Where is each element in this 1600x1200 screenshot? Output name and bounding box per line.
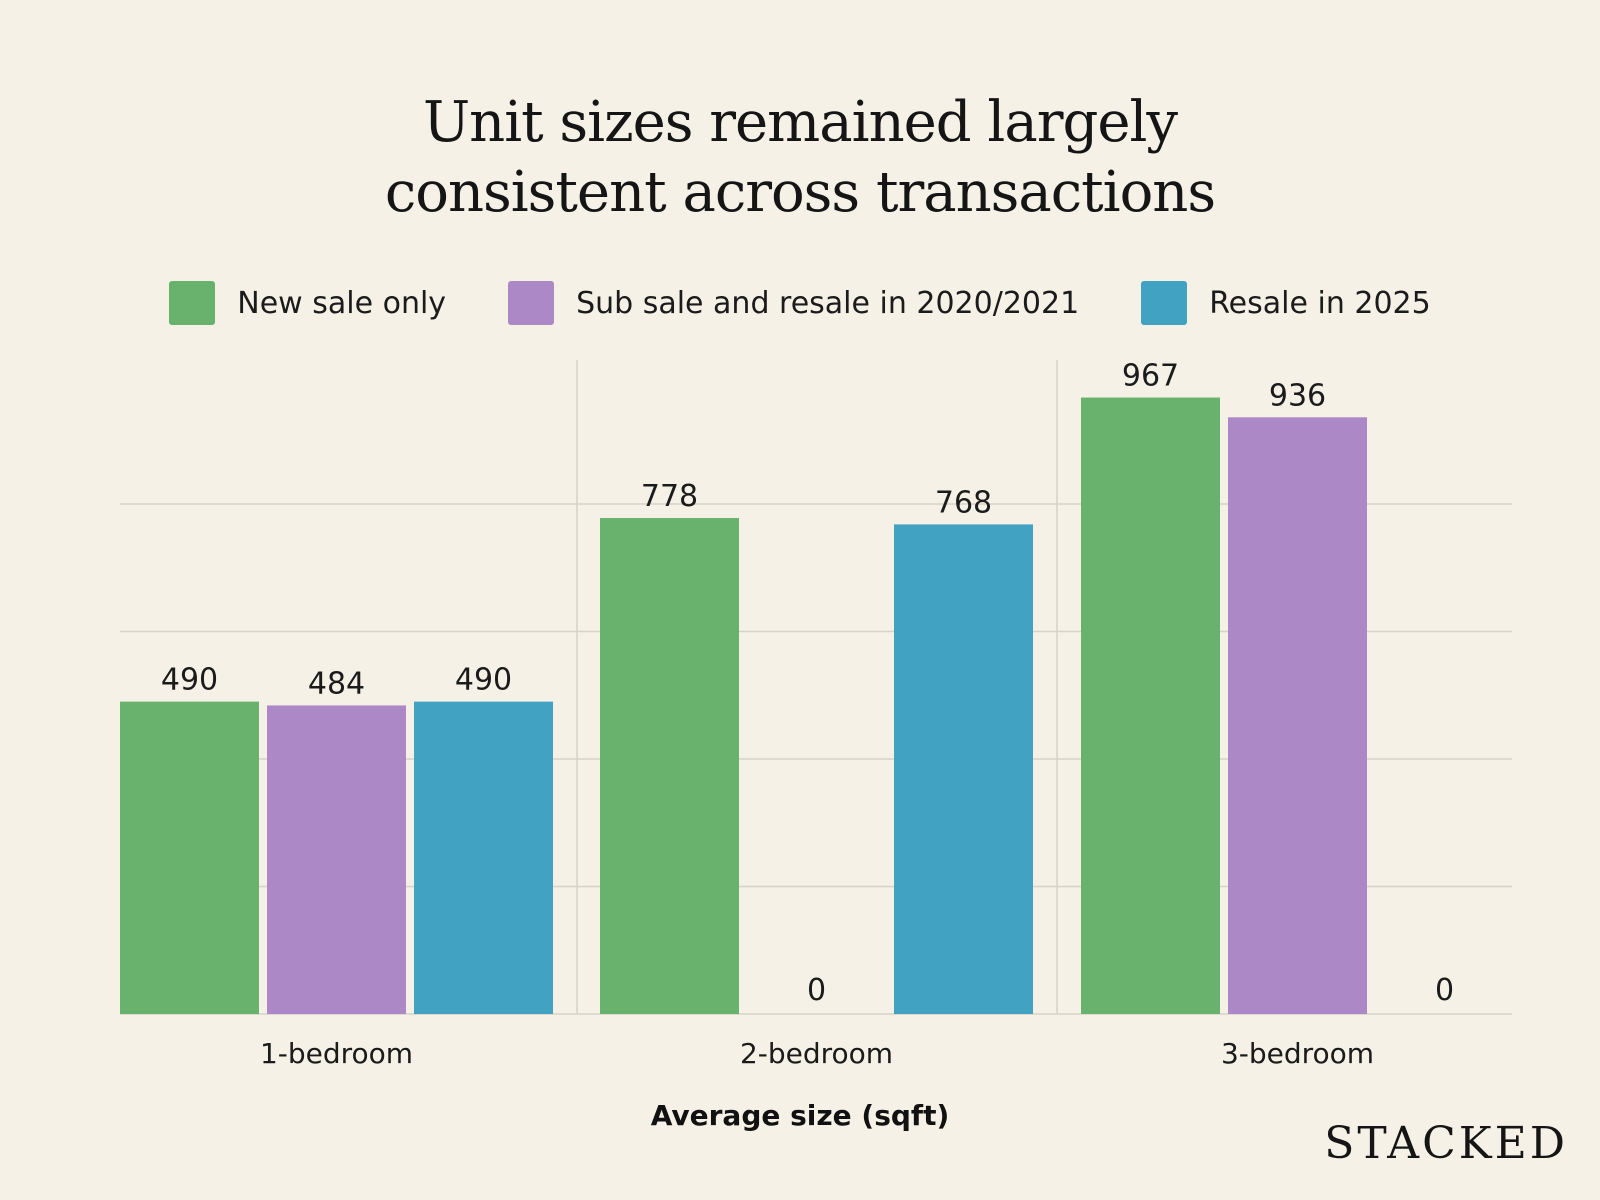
bar-value-label: 484 xyxy=(308,666,365,701)
legend-label-new-sale: New sale only xyxy=(237,285,447,321)
bar-value-label: 490 xyxy=(455,663,512,698)
x-tick-label: 2-bedroom xyxy=(740,1037,893,1070)
bar xyxy=(414,701,553,1014)
bar xyxy=(120,701,259,1014)
x-tick-label: 1-bedroom xyxy=(260,1037,413,1070)
legend-swatch-sub-sale xyxy=(508,281,555,325)
bar-value-label: 768 xyxy=(935,485,992,520)
legend-label-sub-sale: Sub sale and resale in 2020/2021 xyxy=(576,285,1080,321)
chart-title-line-1: Unit sizes remained largely xyxy=(422,90,1178,155)
legend-label-resale-2025: Resale in 2025 xyxy=(1209,285,1431,321)
legend-swatch-resale-2025 xyxy=(1141,281,1188,325)
legend-item-new-sale: New sale only xyxy=(169,281,446,325)
x-axis-title: Average size (sqft) xyxy=(651,1099,950,1132)
bar-value-label: 936 xyxy=(1269,378,1326,413)
legend-item-resale-2025: Resale in 2025 xyxy=(1141,281,1431,325)
bar-value-label: 778 xyxy=(641,479,698,514)
bar xyxy=(267,705,406,1014)
bar-value-label: 967 xyxy=(1122,359,1179,394)
brand-logo: STACKED xyxy=(1324,1118,1568,1169)
bar xyxy=(600,518,739,1014)
bar xyxy=(1228,417,1367,1014)
bar-value-label: 490 xyxy=(161,663,218,698)
legend-item-sub-sale: Sub sale and resale in 2020/2021 xyxy=(508,281,1079,325)
bar-value-label: 0 xyxy=(807,973,826,1008)
bar xyxy=(1081,397,1220,1015)
bar-value-label: 0 xyxy=(1435,973,1454,1008)
legend-swatch-new-sale xyxy=(169,281,216,325)
x-tick-label: 3-bedroom xyxy=(1221,1037,1374,1070)
chart-title: Unit sizes remained largely consistent a… xyxy=(0,88,1600,228)
bar xyxy=(894,524,1033,1014)
chart-title-line-2: consistent across transactions xyxy=(384,160,1216,225)
chart-legend: New sale only Sub sale and resale in 202… xyxy=(0,280,1600,326)
